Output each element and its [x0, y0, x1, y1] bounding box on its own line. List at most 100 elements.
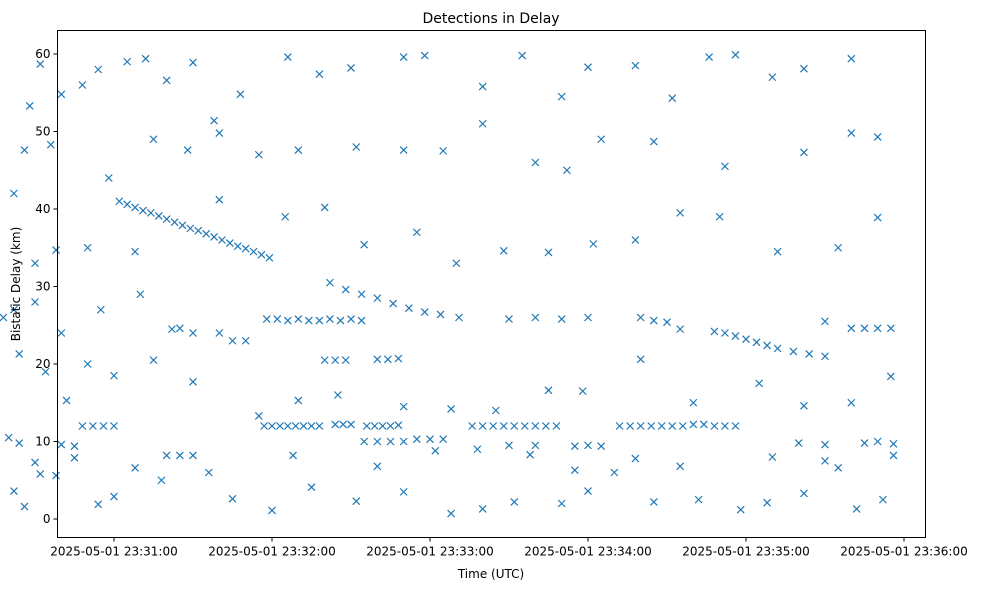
y-axis: 0 10 20 30 40 50 60: [35, 47, 58, 526]
data-point: [773, 247, 782, 256]
data-point: [420, 51, 429, 60]
y-tick-label: 10: [35, 435, 50, 449]
data-point: [20, 502, 29, 511]
data-point: [0, 313, 8, 322]
data-point: [834, 463, 843, 472]
data-point: [755, 379, 764, 388]
data-point: [570, 442, 579, 451]
y-tick-label: 20: [35, 357, 50, 371]
data-point: [563, 166, 571, 175]
data-point: [847, 54, 856, 63]
data-point: [326, 315, 334, 323]
data-point: [852, 505, 861, 513]
data-point: [473, 445, 482, 454]
data-point: [889, 451, 898, 460]
x-axis: 2025-05-01 23:31:00 2025-05-01 23:32:00 20…: [50, 537, 968, 559]
data-point: [360, 240, 369, 249]
data-point: [773, 344, 782, 353]
data-point: [162, 76, 171, 85]
data-point: [62, 396, 71, 405]
data-point: [597, 442, 606, 451]
data-point: [31, 259, 39, 268]
data-point: [531, 422, 540, 430]
data-point: [386, 437, 395, 446]
data-point: [578, 387, 587, 396]
data-point: [694, 495, 703, 504]
chart-title: Detections in Delay: [422, 11, 559, 27]
data-point: [146, 208, 155, 217]
data-point: [46, 140, 55, 149]
data-point: [768, 73, 777, 82]
data-point: [736, 505, 745, 514]
data-point: [57, 440, 66, 449]
data-point: [478, 119, 487, 128]
data-point: [610, 468, 619, 477]
data-point: [631, 454, 640, 463]
data-point: [283, 53, 292, 62]
data-point: [794, 439, 803, 447]
data-point: [94, 500, 103, 509]
data-point: [478, 505, 487, 513]
data-point: [399, 402, 408, 411]
data-point: [689, 420, 698, 429]
data-point: [299, 422, 308, 430]
data-point: [110, 492, 118, 501]
data-point: [162, 451, 171, 460]
data-point: [70, 442, 79, 451]
data-point: [383, 355, 392, 364]
data-point: [447, 509, 455, 518]
data-point: [373, 355, 382, 364]
data-point: [805, 350, 814, 358]
data-point: [589, 239, 598, 248]
data-point: [99, 422, 108, 430]
data-point: [636, 355, 645, 364]
data-point: [676, 462, 685, 471]
data-point: [333, 391, 342, 399]
data-point: [228, 494, 237, 503]
y-tick-label: 0: [43, 512, 51, 526]
y-axis-label: Bistatic Delay (km): [9, 227, 23, 342]
data-point: [268, 422, 276, 430]
data-point: [821, 440, 829, 449]
data-point: [879, 495, 887, 504]
data-point: [373, 462, 382, 471]
data-point: [31, 298, 39, 306]
data-point: [676, 208, 685, 217]
data-point: [649, 316, 658, 325]
data-point: [275, 422, 284, 430]
data-point: [41, 367, 50, 376]
data-point: [307, 422, 316, 430]
data-point: [347, 315, 355, 323]
data-point: [399, 146, 408, 155]
data-point: [399, 53, 408, 62]
data-point: [4, 433, 13, 442]
data-point: [236, 90, 245, 99]
data-point: [439, 435, 448, 444]
data-point: [821, 456, 829, 465]
data-point: [347, 420, 355, 429]
data-point: [394, 421, 403, 430]
data-point: [52, 471, 60, 480]
data-point: [676, 325, 685, 334]
data-point: [36, 470, 45, 478]
data-point: [821, 317, 829, 326]
data-point: [552, 422, 561, 430]
data-point: [154, 212, 163, 220]
data-point: [489, 422, 498, 430]
data-point: [110, 371, 118, 380]
data-point: [715, 212, 724, 221]
data-point: [189, 58, 197, 67]
data-point: [597, 135, 606, 144]
data-point: [341, 285, 350, 294]
data-point: [131, 247, 139, 256]
data-point: [518, 51, 527, 60]
data-point: [254, 150, 263, 159]
data-point: [584, 441, 592, 450]
data-point: [131, 203, 139, 212]
data-point: [800, 148, 808, 157]
data-point: [412, 435, 421, 444]
data-point: [294, 146, 303, 155]
data-point: [52, 246, 60, 254]
data-point: [123, 200, 132, 209]
